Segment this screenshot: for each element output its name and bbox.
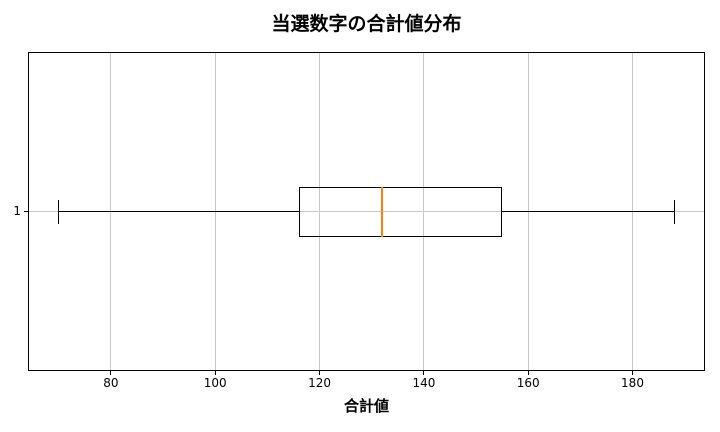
plot-area	[28, 52, 705, 371]
x-tick-label: 140	[412, 376, 436, 390]
upper-whisker-cap	[673, 199, 675, 224]
x-tick-mark	[319, 371, 321, 375]
y-tick-mark	[24, 211, 28, 212]
y-tick-label: 1	[13, 204, 21, 218]
x-tick-mark	[423, 371, 425, 375]
median-line	[381, 186, 384, 237]
x-tick-label: 160	[516, 376, 540, 390]
x-tick-mark	[632, 371, 633, 375]
x-tick-mark	[527, 371, 529, 375]
x-tick-label: 120	[308, 376, 332, 390]
lower-whisker-cap	[58, 199, 60, 224]
upper-whisker-line	[502, 211, 675, 212]
x-tick-label: 80	[103, 376, 119, 390]
x-tick-mark	[110, 371, 112, 375]
x-tick-mark	[214, 371, 216, 375]
gridline-horizontal	[28, 211, 705, 212]
x-axis-label: 合計値	[343, 397, 389, 415]
iqr-box	[298, 186, 503, 237]
chart-title: 当選数字の合計値分布	[271, 13, 462, 35]
x-tick-label: 180	[621, 376, 644, 390]
x-tick-label: 100	[203, 376, 227, 390]
lower-whisker-line	[58, 211, 299, 212]
